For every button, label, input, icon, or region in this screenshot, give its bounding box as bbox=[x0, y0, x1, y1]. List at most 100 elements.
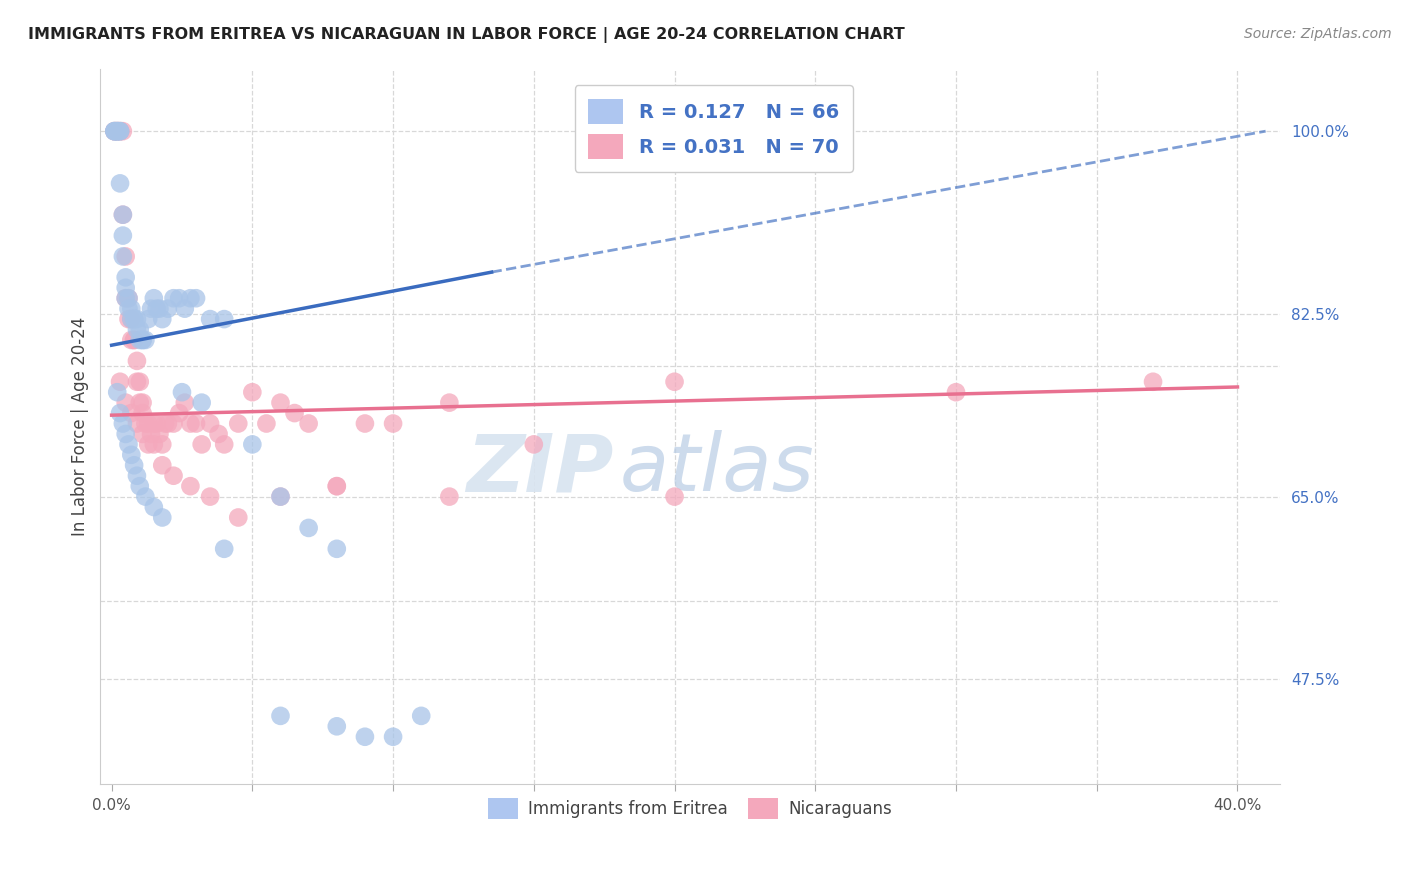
Point bbox=[125, 322, 148, 336]
Point bbox=[150, 312, 173, 326]
Point bbox=[326, 479, 349, 493]
Point bbox=[945, 385, 967, 400]
Point bbox=[105, 385, 128, 400]
Point bbox=[269, 709, 291, 723]
Point bbox=[142, 500, 165, 514]
Point bbox=[117, 291, 139, 305]
Point bbox=[105, 124, 128, 138]
Point bbox=[411, 709, 433, 723]
Point bbox=[170, 385, 193, 400]
Point bbox=[326, 479, 349, 493]
Point bbox=[114, 250, 136, 264]
Point bbox=[226, 417, 249, 431]
Point bbox=[117, 437, 139, 451]
Point bbox=[128, 375, 150, 389]
Point bbox=[111, 250, 134, 264]
Point bbox=[145, 417, 167, 431]
Point bbox=[114, 281, 136, 295]
Point bbox=[145, 301, 167, 316]
Point bbox=[108, 124, 131, 138]
Point bbox=[167, 406, 190, 420]
Point bbox=[198, 417, 221, 431]
Point bbox=[114, 395, 136, 409]
Point bbox=[125, 312, 148, 326]
Point bbox=[153, 417, 176, 431]
Legend: Immigrants from Eritrea, Nicaraguans: Immigrants from Eritrea, Nicaraguans bbox=[482, 792, 898, 825]
Point bbox=[150, 437, 173, 451]
Point bbox=[108, 406, 131, 420]
Point bbox=[122, 333, 145, 347]
Point bbox=[382, 730, 405, 744]
Text: IMMIGRANTS FROM ERITREA VS NICARAGUAN IN LABOR FORCE | AGE 20-24 CORRELATION CHA: IMMIGRANTS FROM ERITREA VS NICARAGUAN IN… bbox=[28, 27, 905, 43]
Point bbox=[111, 417, 134, 431]
Point bbox=[108, 124, 131, 138]
Y-axis label: In Labor Force | Age 20-24: In Labor Force | Age 20-24 bbox=[72, 317, 89, 536]
Point bbox=[212, 541, 235, 556]
Point bbox=[131, 333, 153, 347]
Point bbox=[131, 427, 153, 442]
Point bbox=[114, 270, 136, 285]
Point bbox=[354, 417, 377, 431]
Point bbox=[105, 124, 128, 138]
Point bbox=[128, 322, 150, 336]
Point bbox=[298, 521, 321, 535]
Point bbox=[122, 312, 145, 326]
Point bbox=[664, 375, 686, 389]
Point bbox=[150, 510, 173, 524]
Point bbox=[117, 301, 139, 316]
Point bbox=[240, 385, 263, 400]
Point bbox=[103, 124, 125, 138]
Point bbox=[128, 395, 150, 409]
Text: Source: ZipAtlas.com: Source: ZipAtlas.com bbox=[1244, 27, 1392, 41]
Point bbox=[173, 395, 195, 409]
Point bbox=[120, 333, 142, 347]
Point bbox=[179, 291, 201, 305]
Point bbox=[134, 333, 156, 347]
Point bbox=[105, 124, 128, 138]
Point bbox=[131, 406, 153, 420]
Point bbox=[139, 301, 162, 316]
Point bbox=[326, 541, 349, 556]
Point bbox=[254, 417, 277, 431]
Point bbox=[136, 437, 159, 451]
Point bbox=[226, 510, 249, 524]
Point bbox=[111, 228, 134, 243]
Text: atlas: atlas bbox=[619, 430, 814, 508]
Point bbox=[128, 479, 150, 493]
Point bbox=[326, 719, 349, 733]
Point bbox=[108, 375, 131, 389]
Point bbox=[117, 291, 139, 305]
Point bbox=[114, 291, 136, 305]
Point bbox=[207, 427, 229, 442]
Point bbox=[125, 354, 148, 368]
Point bbox=[382, 417, 405, 431]
Point bbox=[269, 490, 291, 504]
Point bbox=[664, 490, 686, 504]
Point bbox=[120, 301, 142, 316]
Point bbox=[523, 437, 546, 451]
Point bbox=[136, 417, 159, 431]
Point bbox=[128, 333, 150, 347]
Point bbox=[162, 291, 184, 305]
Point bbox=[108, 124, 131, 138]
Point bbox=[131, 395, 153, 409]
Point bbox=[184, 291, 207, 305]
Point bbox=[148, 427, 170, 442]
Point bbox=[190, 437, 212, 451]
Point bbox=[103, 124, 125, 138]
Point bbox=[298, 417, 321, 431]
Point bbox=[117, 312, 139, 326]
Point bbox=[190, 395, 212, 409]
Point bbox=[139, 427, 162, 442]
Point bbox=[439, 490, 461, 504]
Point bbox=[120, 312, 142, 326]
Point bbox=[284, 406, 307, 420]
Point bbox=[103, 124, 125, 138]
Point bbox=[122, 333, 145, 347]
Point bbox=[162, 417, 184, 431]
Point bbox=[198, 312, 221, 326]
Point bbox=[125, 375, 148, 389]
Point bbox=[354, 730, 377, 744]
Point bbox=[105, 124, 128, 138]
Point bbox=[269, 490, 291, 504]
